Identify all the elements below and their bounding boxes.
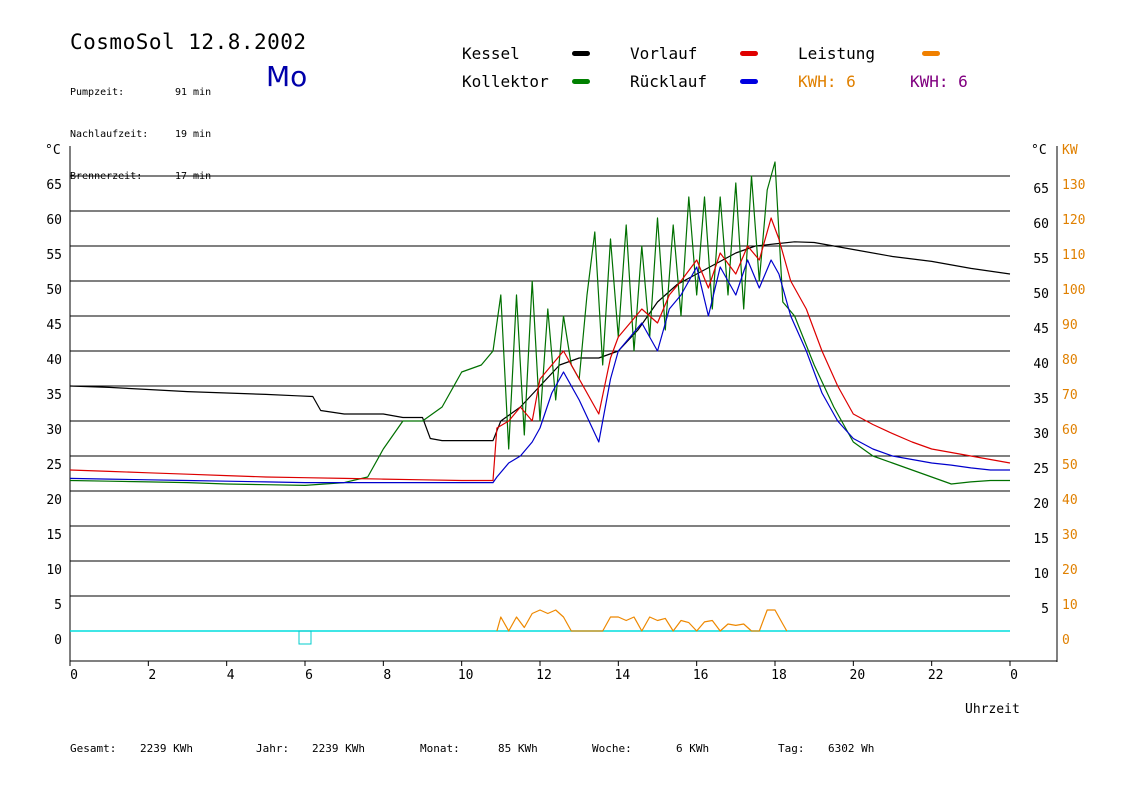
series-line-vorlauf xyxy=(69,217,1011,482)
y-tick-label-kw: 120 xyxy=(1062,213,1085,228)
y-tick-label-right: 65 xyxy=(1033,182,1049,197)
legend-ruecklauf-swatch xyxy=(740,79,758,84)
y-tick-label-left: 20 xyxy=(46,493,62,508)
chart-series xyxy=(69,161,1011,645)
chart-ticks: 0 2 4 6 8 10 12 14 16 18 20 22 0 °C 0 5 10 15 20 25 30 35 40 45… xyxy=(45,143,1085,683)
legend-vorlauf-label: Vorlauf xyxy=(630,44,698,63)
x-tick-label: 22 xyxy=(928,668,944,683)
y-tick-label-kw: 110 xyxy=(1062,248,1085,263)
y-tick-label-right: 50 xyxy=(1033,287,1049,302)
y-tick-label-left: 50 xyxy=(46,283,62,298)
weekday-label: Mo xyxy=(266,60,308,93)
footer-gesamt-label: Gesamt: xyxy=(70,742,117,755)
y-tick-label-kw: 80 xyxy=(1062,353,1078,368)
stat-label: Nachlaufzeit: xyxy=(70,129,149,140)
stat-value: 19 min xyxy=(175,129,212,140)
footer-jahr-label: Jahr: xyxy=(256,742,290,755)
series-line-rcklauf xyxy=(69,259,1010,484)
legend-vorlauf-swatch xyxy=(740,51,758,56)
y-tick-label-left: 10 xyxy=(46,563,62,578)
y-tick-label-right: 15 xyxy=(1033,532,1049,547)
footer-tag-value: 6302 Wh xyxy=(828,742,875,755)
y-tick-label-left: 5 xyxy=(54,598,62,613)
y-tick-label-right: 55 xyxy=(1033,252,1049,267)
y-unit-left: °C xyxy=(45,143,61,158)
stat-label: Pumpzeit: xyxy=(70,87,125,98)
y-tick-label-kw: 30 xyxy=(1062,528,1078,543)
y-tick-label-left: 25 xyxy=(46,458,62,473)
x-axis-label: Uhrzeit xyxy=(965,702,1020,717)
legend-kessel-label: Kessel xyxy=(462,44,520,63)
footer-monat-value: 85 KWh xyxy=(498,742,538,755)
x-tick-label: 4 xyxy=(227,668,235,683)
series-line-kessel xyxy=(69,241,1011,442)
y-unit-kw: KW xyxy=(1062,143,1078,158)
x-tick-label: 12 xyxy=(536,668,552,683)
y-tick-label-left: 45 xyxy=(46,318,62,333)
y-tick-label-left: 15 xyxy=(46,528,62,543)
y-tick-label-right: 20 xyxy=(1033,497,1049,512)
x-tick-label: 14 xyxy=(615,668,631,683)
footer-jahr-value: 2239 KWh xyxy=(312,742,365,755)
x-tick-label: 10 xyxy=(458,668,474,683)
y-tick-label-kw: 40 xyxy=(1062,493,1078,508)
y-tick-label-right: 45 xyxy=(1033,322,1049,337)
y-tick-label-kw: 0 xyxy=(1062,633,1070,648)
x-tick-label: 0 xyxy=(70,668,78,683)
y-tick-label-kw: 100 xyxy=(1062,283,1085,298)
y-tick-label-right: 60 xyxy=(1033,217,1049,232)
y-tick-label-kw: 10 xyxy=(1062,598,1078,613)
series-line-kollektor xyxy=(69,161,1010,486)
x-tick-label: 16 xyxy=(693,668,709,683)
y-tick-label-right: 40 xyxy=(1033,357,1049,372)
stat-value: 91 min xyxy=(175,87,212,98)
y-tick-label-kw: 90 xyxy=(1062,318,1078,333)
y-tick-label-left: 40 xyxy=(46,353,62,368)
y-tick-label-right: 30 xyxy=(1033,427,1049,442)
y-unit-right: °C xyxy=(1031,143,1047,158)
y-tick-label-right: 25 xyxy=(1033,462,1049,477)
chart-axes xyxy=(69,146,1058,662)
y-tick-label-left: 30 xyxy=(46,423,62,438)
legend-kwh-right: KWH: 6 xyxy=(910,72,968,91)
y-tick-label-kw: 20 xyxy=(1062,563,1078,578)
y-tick-label-kw: 70 xyxy=(1062,388,1078,403)
footer-monat-label: Monat: xyxy=(420,742,460,755)
marker-square xyxy=(298,630,312,645)
y-tick-label-kw: 60 xyxy=(1062,423,1078,438)
y-tick-label-right: 35 xyxy=(1033,392,1049,407)
x-tick-label: 0 xyxy=(1010,668,1018,683)
footer-woche-label: Woche: xyxy=(592,742,632,755)
x-tick-label: 2 xyxy=(148,668,156,683)
y-tick-label-left: 35 xyxy=(46,388,62,403)
legend-kessel-swatch xyxy=(572,51,590,56)
y-tick-label-left: 55 xyxy=(46,248,62,263)
y-tick-label-kw: 130 xyxy=(1062,178,1085,193)
legend-ruecklauf-label: Rücklauf xyxy=(630,72,708,91)
legend-leistung-label: Leistung xyxy=(798,44,876,63)
y-tick-label-right: 5 xyxy=(1041,602,1049,617)
chart-title: CosmoSol 12.8.2002 xyxy=(70,30,307,54)
x-tick-label: 20 xyxy=(850,668,866,683)
legend-kollektor-swatch xyxy=(572,79,590,84)
y-tick-label-left: 0 xyxy=(54,633,62,648)
y-tick-label-left: 60 xyxy=(46,213,62,228)
legend-kollektor-label: Kollektor xyxy=(462,72,549,91)
x-tick-label: 18 xyxy=(771,668,787,683)
legend-kwh-left: KWH: 6 xyxy=(798,72,856,91)
chart-grid xyxy=(70,175,1010,597)
footer-woche-value: 6 KWh xyxy=(676,742,710,755)
x-tick-label: 6 xyxy=(305,668,313,683)
y-tick-label-kw: 50 xyxy=(1062,458,1078,473)
series-line-leistung xyxy=(496,609,788,632)
footer-tag-label: Tag: xyxy=(778,742,805,755)
legend-leistung-swatch xyxy=(922,51,940,56)
footer-gesamt-value: 2239 KWh xyxy=(140,742,193,755)
y-tick-label-left: 65 xyxy=(46,178,62,193)
x-tick-label: 8 xyxy=(383,668,391,683)
y-tick-label-right: 10 xyxy=(1033,567,1049,582)
